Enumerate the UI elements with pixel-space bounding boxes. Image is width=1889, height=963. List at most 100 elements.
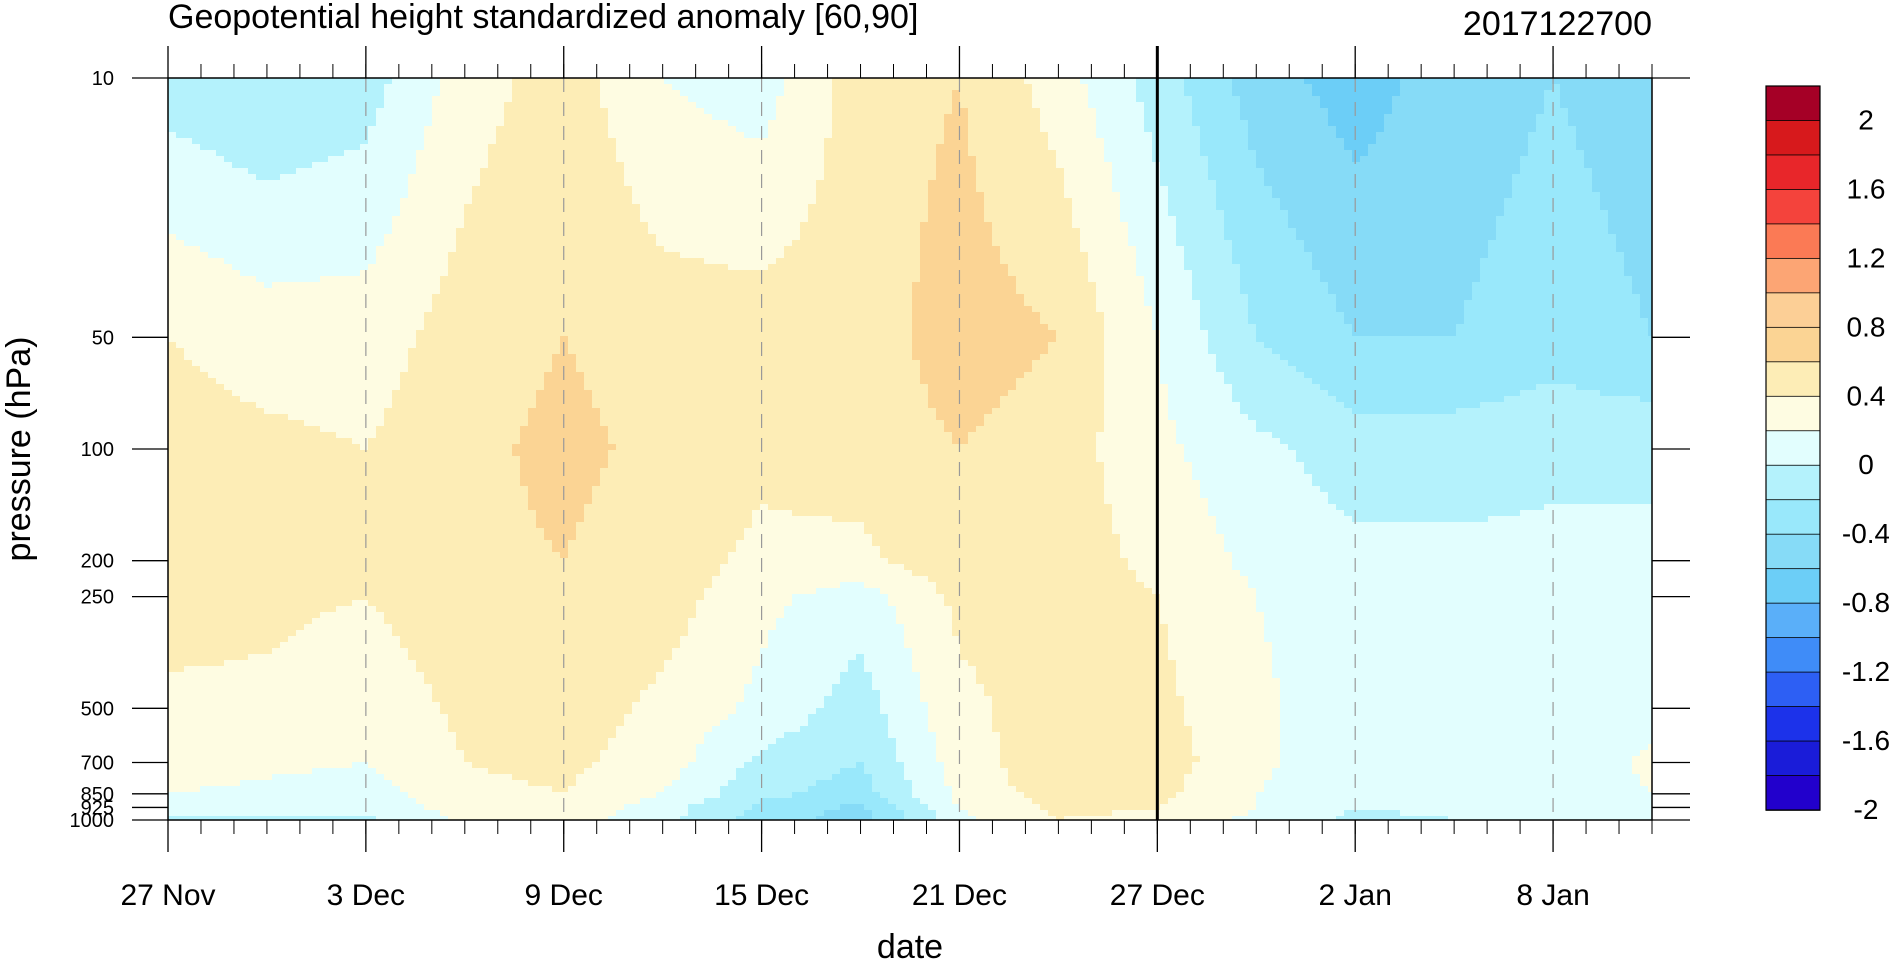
- anomaly-cell: [896, 90, 905, 97]
- anomaly-cell: [1064, 198, 1073, 205]
- anomaly-cell: [384, 114, 393, 121]
- anomaly-cell: [192, 138, 201, 145]
- anomaly-cell: [800, 78, 809, 85]
- anomaly-cell: [1544, 222, 1553, 229]
- anomaly-cell: [1272, 174, 1281, 181]
- anomaly-cell: [1192, 78, 1201, 85]
- anomaly-cell: [1568, 198, 1577, 205]
- anomaly-cell: [960, 120, 969, 127]
- anomaly-cell: [1104, 150, 1113, 157]
- anomaly-cell: [608, 210, 617, 217]
- anomaly-cell: [640, 186, 649, 193]
- anomaly-cell: [1432, 78, 1441, 85]
- anomaly-cell: [1400, 198, 1409, 205]
- anomaly-cell: [1448, 108, 1457, 115]
- anomaly-cell: [1224, 222, 1233, 229]
- anomaly-cell: [1136, 168, 1145, 175]
- anomaly-cell: [1000, 228, 1009, 235]
- anomaly-cell: [744, 204, 753, 211]
- anomaly-cell: [728, 156, 737, 163]
- anomaly-cell: [576, 108, 585, 115]
- anomaly-cell: [856, 96, 865, 103]
- anomaly-cell: [528, 84, 537, 91]
- anomaly-cell: [1128, 192, 1137, 199]
- anomaly-cell: [184, 144, 193, 151]
- anomaly-cell: [1392, 96, 1401, 103]
- anomaly-cell: [296, 210, 305, 217]
- anomaly-cell: [672, 78, 681, 85]
- anomaly-cell: [664, 228, 673, 235]
- anomaly-cell: [392, 78, 401, 85]
- anomaly-cell: [1472, 174, 1481, 181]
- anomaly-cell: [816, 228, 825, 235]
- anomaly-cell: [376, 108, 385, 115]
- anomaly-cell: [736, 174, 745, 181]
- anomaly-cell: [992, 120, 1001, 127]
- anomaly-cell: [808, 120, 817, 127]
- anomaly-cell: [616, 108, 625, 115]
- anomaly-cell: [1352, 228, 1361, 235]
- anomaly-cell: [1608, 108, 1617, 115]
- anomaly-cell: [320, 174, 329, 181]
- anomaly-cell: [1344, 150, 1353, 157]
- anomaly-cell: [392, 120, 401, 127]
- anomaly-cell: [584, 204, 593, 211]
- anomaly-cell: [1520, 174, 1529, 181]
- anomaly-cell: [1144, 168, 1153, 175]
- anomaly-cell: [520, 84, 529, 91]
- anomaly-cell: [1328, 156, 1337, 163]
- anomaly-cell: [536, 210, 545, 217]
- anomaly-cell: [464, 156, 473, 163]
- anomaly-cell: [360, 126, 369, 133]
- anomaly-cell: [1264, 84, 1273, 91]
- anomaly-cell: [1504, 114, 1513, 121]
- anomaly-cell: [1032, 138, 1041, 145]
- anomaly-cell: [640, 234, 649, 241]
- anomaly-cell: [344, 132, 353, 139]
- anomaly-cell: [528, 228, 537, 235]
- anomaly-cell: [392, 234, 401, 241]
- anomaly-cell: [1552, 156, 1561, 163]
- anomaly-cell: [1448, 222, 1457, 229]
- anomaly-cell: [928, 186, 937, 193]
- anomaly-cell: [1640, 162, 1649, 169]
- anomaly-cell: [1160, 198, 1169, 205]
- anomaly-cell: [1096, 222, 1105, 229]
- anomaly-cell: [608, 120, 617, 127]
- anomaly-cell: [1272, 120, 1281, 127]
- anomaly-cell: [1640, 144, 1649, 151]
- anomaly-cell: [888, 132, 897, 139]
- anomaly-cell: [704, 192, 713, 199]
- anomaly-cell: [1456, 174, 1465, 181]
- anomaly-cell: [1208, 84, 1217, 91]
- anomaly-cell: [984, 114, 993, 121]
- anomaly-cell: [440, 222, 449, 229]
- anomaly-cell: [240, 150, 249, 157]
- anomaly-cell: [1328, 96, 1337, 103]
- anomaly-cell: [1200, 108, 1209, 115]
- anomaly-cell: [1416, 96, 1425, 103]
- anomaly-cell: [792, 216, 801, 223]
- anomaly-cell: [608, 174, 617, 181]
- anomaly-cell: [1112, 204, 1121, 211]
- anomaly-cell: [920, 108, 929, 115]
- anomaly-cell: [1304, 174, 1313, 181]
- anomaly-cell: [768, 84, 777, 91]
- anomaly-cell: [1048, 228, 1057, 235]
- anomaly-cell: [1184, 138, 1193, 145]
- anomaly-cell: [192, 234, 201, 241]
- anomaly-cell: [336, 84, 345, 91]
- anomaly-cell: [712, 192, 721, 199]
- anomaly-cell: [1216, 156, 1225, 163]
- anomaly-cell: [720, 90, 729, 97]
- anomaly-cell: [296, 180, 305, 187]
- anomaly-cell: [392, 210, 401, 217]
- anomaly-cell: [1552, 108, 1561, 115]
- anomaly-cell: [224, 90, 233, 97]
- anomaly-cell: [960, 216, 969, 223]
- anomaly-cell: [504, 150, 513, 157]
- anomaly-cell: [480, 90, 489, 97]
- anomaly-cell: [1112, 180, 1121, 187]
- anomaly-cell: [1000, 192, 1009, 199]
- anomaly-cell: [1088, 198, 1097, 205]
